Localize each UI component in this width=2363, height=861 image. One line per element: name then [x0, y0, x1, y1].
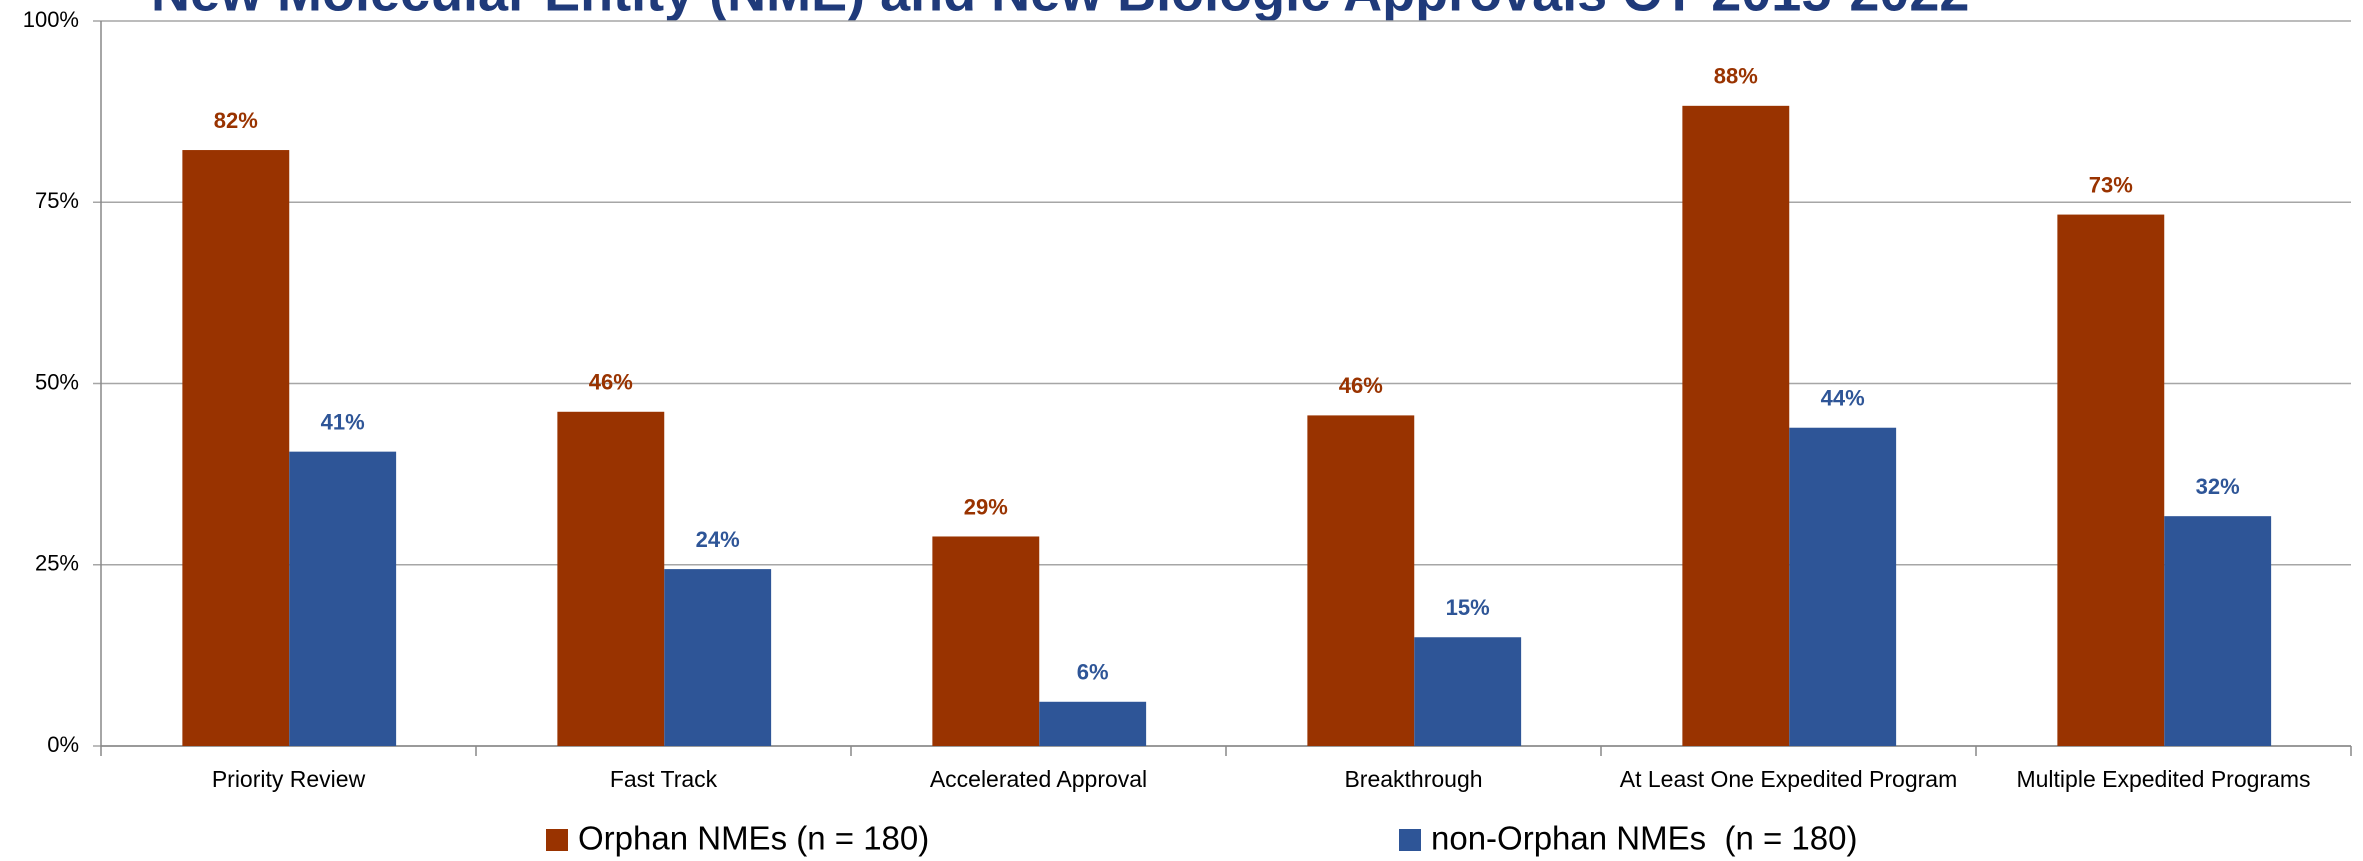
x-tick-label: Breakthrough — [1344, 766, 1482, 792]
y-tick-label: 25% — [35, 551, 79, 576]
bar — [932, 536, 1040, 746]
legend-swatch — [546, 829, 568, 851]
data-label: 15% — [1446, 595, 1490, 620]
data-label: 41% — [321, 409, 365, 434]
data-label: 6% — [1077, 660, 1109, 685]
x-tick-label: Fast Track — [610, 766, 718, 792]
bar — [557, 411, 665, 746]
y-tick-label: 100% — [23, 7, 79, 32]
x-tick-label: At Least One Expedited Program — [1620, 766, 1958, 792]
data-label: 46% — [1339, 373, 1383, 398]
bar — [1682, 105, 1790, 746]
bar — [1789, 427, 1897, 746]
data-label: 44% — [1821, 386, 1865, 411]
data-label: 82% — [214, 108, 258, 133]
bar — [1039, 701, 1147, 746]
x-tick-label: Multiple Expedited Programs — [2016, 766, 2310, 792]
bar — [289, 451, 397, 746]
chart-title: New Molecular Entity (NME) and New Biolo… — [151, 0, 1969, 22]
data-label: 46% — [589, 370, 633, 395]
bar — [1307, 415, 1415, 746]
data-label: 73% — [2089, 172, 2133, 197]
bar — [2057, 214, 2165, 746]
bar — [2164, 516, 2272, 746]
legend-label: non-Orphan NMEs (n = 180) — [1431, 820, 1857, 857]
y-tick-label: 50% — [35, 369, 79, 394]
data-label: 32% — [2196, 474, 2240, 499]
y-tick-label: 0% — [47, 732, 79, 757]
bar — [1414, 637, 1522, 746]
data-label: 29% — [964, 494, 1008, 519]
data-label: 88% — [1714, 64, 1758, 89]
y-tick-label: 75% — [35, 188, 79, 213]
x-tick-label: Priority Review — [212, 766, 366, 792]
legend-swatch — [1399, 829, 1421, 851]
x-tick-label: Accelerated Approval — [930, 766, 1147, 792]
bar — [664, 569, 772, 746]
legend-label: Orphan NMEs (n = 180) — [578, 820, 929, 857]
bar — [182, 150, 290, 747]
data-label: 24% — [696, 527, 740, 552]
